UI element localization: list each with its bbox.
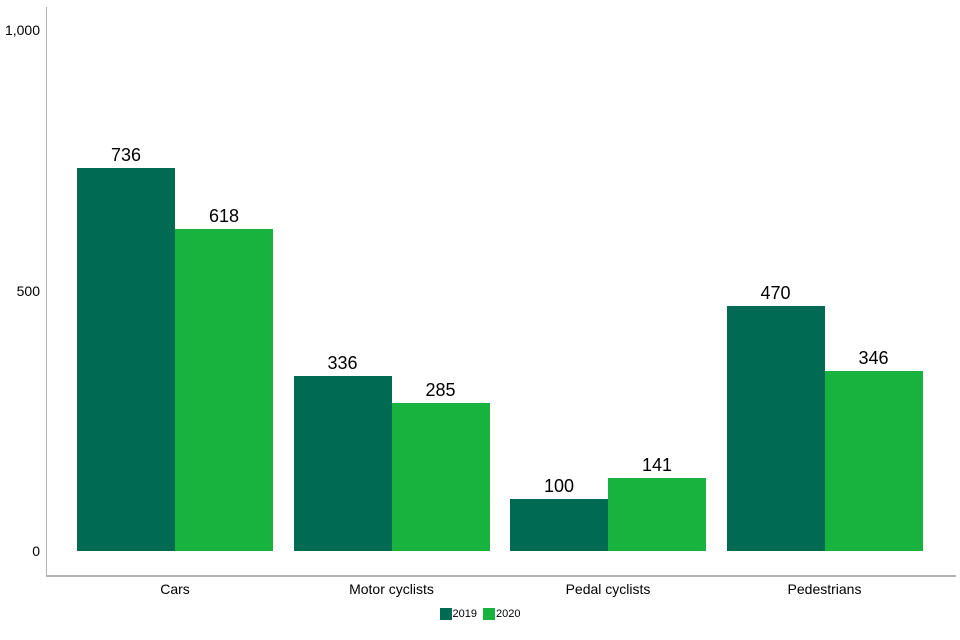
y-tick-label-500: 500 (16, 282, 40, 299)
value-label-2020-pedestrians: 346 (858, 348, 889, 368)
value-label-2020-motor-cyclists: 285 (425, 380, 456, 400)
bar-2019-motor-cyclists (293, 376, 392, 551)
bar-2019-pedestrians (726, 306, 825, 551)
value-label-2019-cars: 736 (110, 145, 142, 165)
bar-2020-pedestrians (824, 371, 923, 551)
bar-2020-cars (175, 229, 273, 551)
y-tick-label-0: 0 (32, 543, 40, 559)
y-axis-line (46, 7, 47, 577)
legend-swatch-2020 (483, 608, 495, 620)
legend-label-2020: 2020 (496, 608, 521, 620)
legend-swatch-2019 (439, 608, 452, 620)
bar-2019-pedal-cyclists (510, 499, 608, 551)
value-label-2020-cars: 618 (208, 206, 240, 226)
bar-2020-motor-cyclists (391, 403, 490, 551)
legend-item-2020: 2020 (483, 608, 520, 620)
value-label-2019-pedestrians: 470 (760, 283, 791, 303)
legend-item-2019: 2019 (439, 608, 477, 620)
category-label-pedal-cyclists: Pedal cyclists (565, 581, 651, 597)
value-label-2019-pedal-cyclists: 100 (543, 476, 575, 496)
bar-2019-cars (77, 168, 175, 551)
y-tick-label-1-000: 1,000 (4, 22, 40, 38)
x-axis-line (46, 575, 956, 577)
category-label-cars: Cars (160, 581, 190, 597)
bar-2020-pedal-cyclists (608, 478, 706, 551)
legend: 2019 2020 (0, 608, 960, 620)
category-label-motor-cyclists: Motor cyclists (349, 581, 434, 597)
legend-label-2019: 2019 (452, 608, 477, 620)
category-label-pedestrians: Pedestrians (787, 581, 862, 597)
value-label-2020-pedal-cyclists: 141 (641, 455, 673, 475)
value-label-2019-motor-cyclists: 336 (327, 353, 358, 373)
